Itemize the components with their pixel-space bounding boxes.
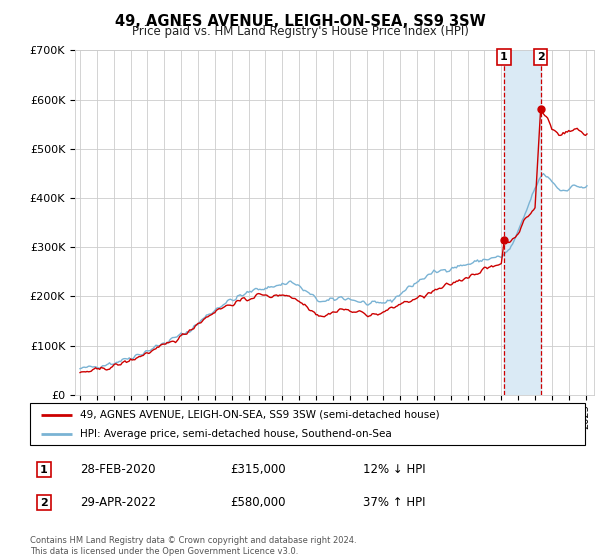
Text: 2: 2	[40, 498, 48, 507]
Text: £580,000: £580,000	[230, 496, 286, 509]
Text: 28-FEB-2020: 28-FEB-2020	[80, 463, 155, 476]
Text: Price paid vs. HM Land Registry's House Price Index (HPI): Price paid vs. HM Land Registry's House …	[131, 25, 469, 38]
Text: 49, AGNES AVENUE, LEIGH-ON-SEA, SS9 3SW (semi-detached house): 49, AGNES AVENUE, LEIGH-ON-SEA, SS9 3SW …	[80, 409, 440, 419]
Text: 1: 1	[500, 52, 508, 62]
Text: 29-APR-2022: 29-APR-2022	[80, 496, 156, 509]
Bar	[504, 50, 541, 395]
Text: 12% ↓ HPI: 12% ↓ HPI	[363, 463, 425, 476]
Text: 1: 1	[40, 465, 48, 475]
FancyBboxPatch shape	[30, 403, 585, 445]
Text: 2: 2	[537, 52, 544, 62]
Text: 37% ↑ HPI: 37% ↑ HPI	[363, 496, 425, 509]
Text: £315,000: £315,000	[230, 463, 286, 476]
Text: 49, AGNES AVENUE, LEIGH-ON-SEA, SS9 3SW: 49, AGNES AVENUE, LEIGH-ON-SEA, SS9 3SW	[115, 14, 485, 29]
Text: HPI: Average price, semi-detached house, Southend-on-Sea: HPI: Average price, semi-detached house,…	[80, 429, 392, 439]
Text: Contains HM Land Registry data © Crown copyright and database right 2024.
This d: Contains HM Land Registry data © Crown c…	[30, 536, 356, 556]
